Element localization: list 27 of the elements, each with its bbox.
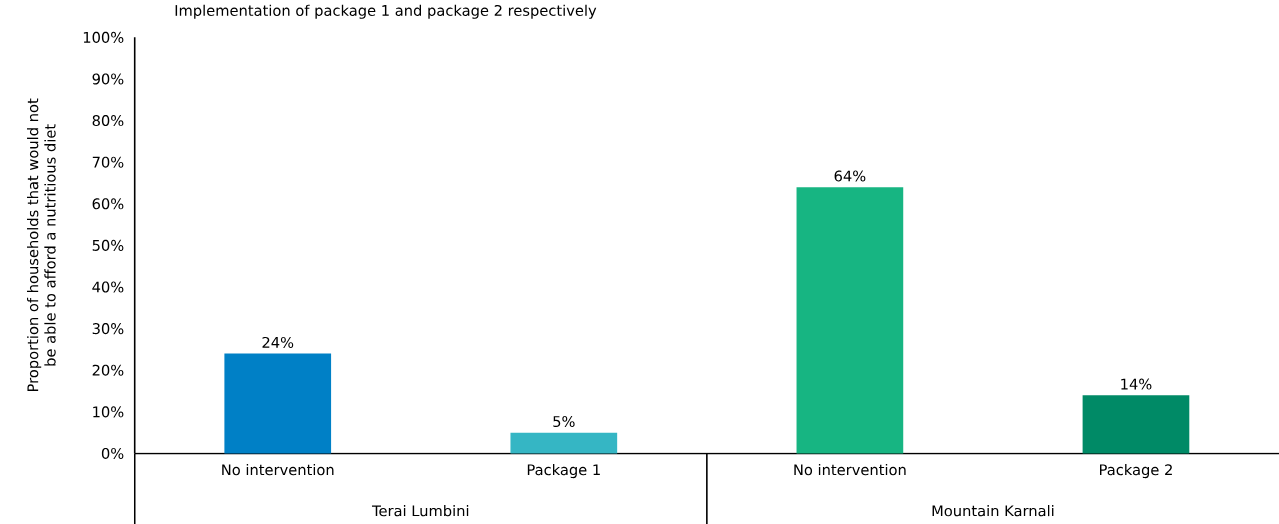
y-tick-label: 50% (92, 239, 124, 251)
x-tick-label: Package 1 (527, 463, 600, 479)
bar (510, 432, 618, 454)
text: Terai Lumbini (371, 504, 469, 517)
y-tick-label: 20% (92, 364, 124, 376)
y-tick-label: 100% (83, 31, 124, 43)
bar (1082, 395, 1190, 454)
y-tick-label: 60% (92, 198, 124, 210)
text: Mountain Karnali (932, 504, 1054, 517)
data-label: 24% (262, 336, 294, 348)
data-label: 5% (553, 415, 575, 427)
y-axis-title: Proportion of households that would not be able to afford a nutritious diet (27, 98, 56, 391)
bar (796, 187, 904, 454)
x-tick-label: No intervention (222, 463, 334, 476)
y-tick-label: 10% (93, 406, 124, 418)
y-tick-label: 70% (92, 156, 124, 168)
bar (224, 353, 332, 454)
data-label: 14% (1121, 378, 1152, 390)
x-tick-label: No intervention (794, 463, 906, 476)
x-tick-label: Package 2 (1100, 463, 1172, 479)
y-tick-label: 90% (92, 73, 124, 85)
y-tick-label: 30% (92, 323, 124, 335)
y-tick-label: 0% (101, 447, 124, 459)
chart-title: Implementation of package 1 and package 2 respectively (175, 4, 597, 19)
y-tick-label: 80% (92, 114, 124, 127)
y-tick-label: 40% (92, 281, 124, 293)
data-label: 64% (834, 170, 866, 182)
